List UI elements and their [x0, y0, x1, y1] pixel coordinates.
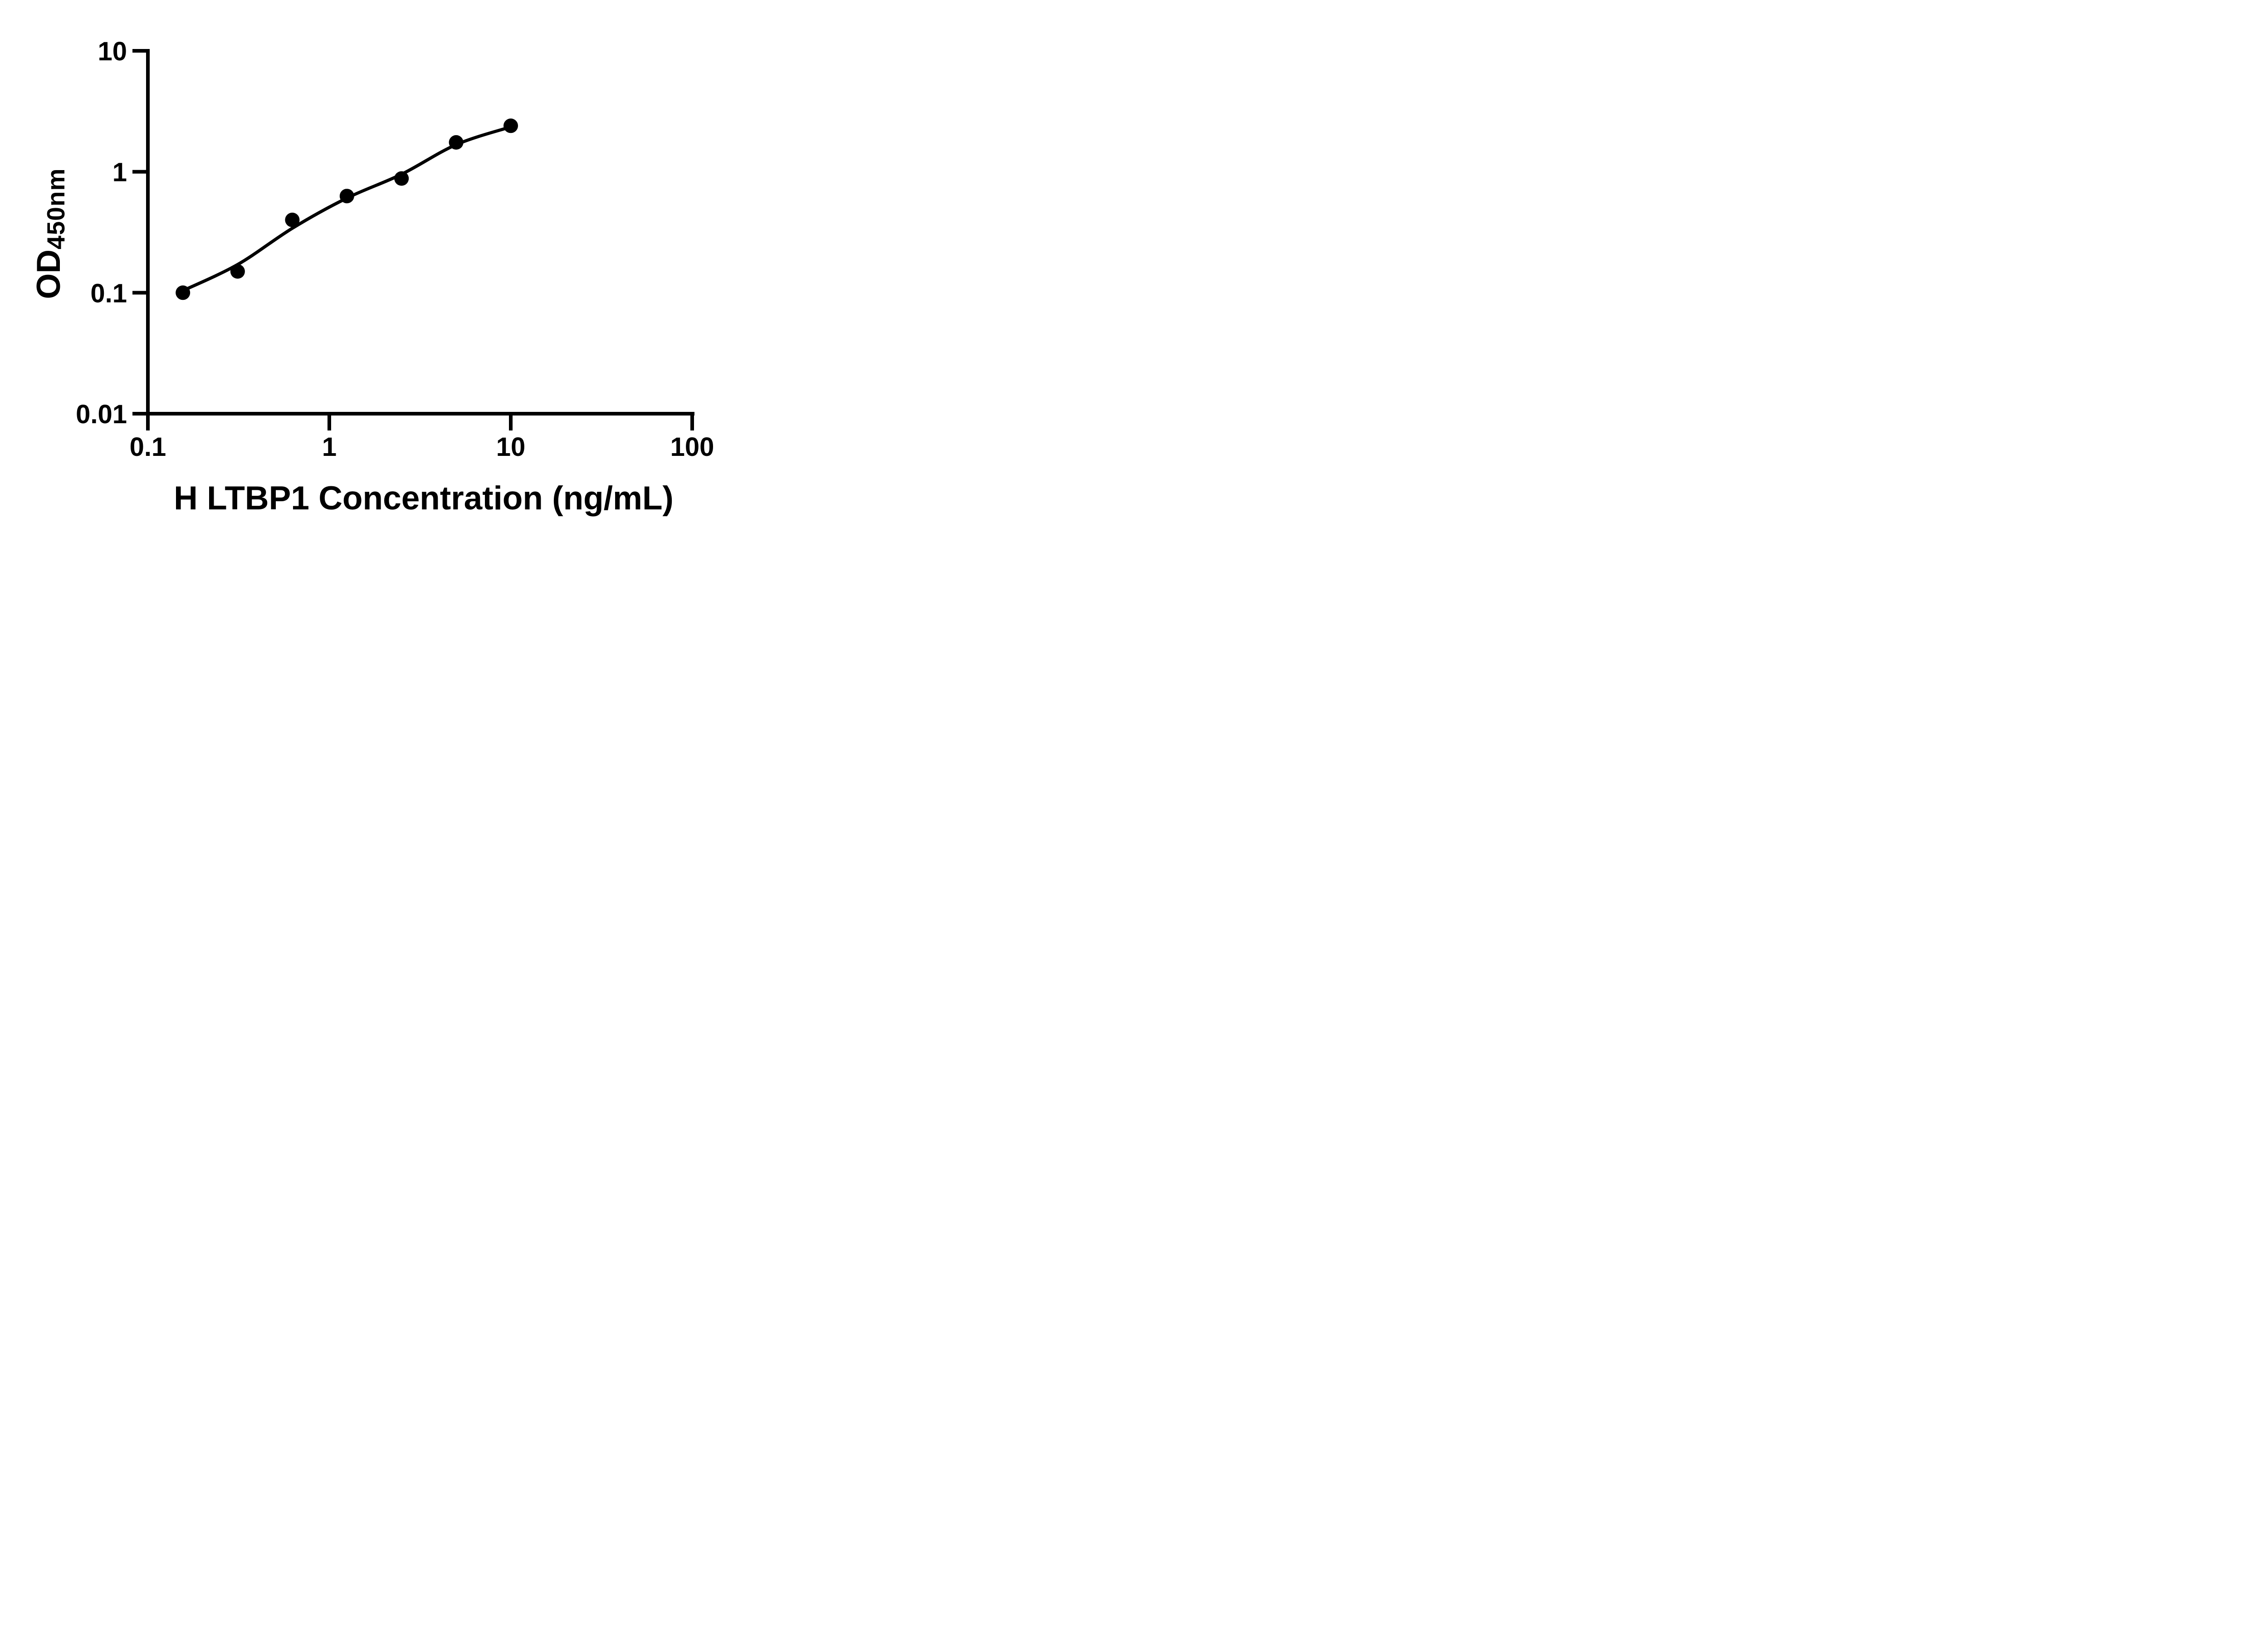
data-point-4	[339, 189, 354, 204]
y-tick-10	[132, 49, 150, 53]
data-point-5	[394, 171, 409, 186]
data-point-7	[503, 118, 518, 133]
y-axis-title: OD450nm	[30, 98, 70, 370]
x-axis-title: H LTBP1 Concentration (ng/mL)	[174, 480, 674, 517]
x-tick-label-10: 10	[496, 432, 526, 462]
x-tick-0.1	[146, 412, 150, 430]
y-tick-label-10: 10	[98, 37, 127, 66]
x-tick-label-0.1: 0.1	[130, 432, 166, 462]
y-tick-label-0.1: 0.1	[90, 279, 127, 308]
x-tick-100	[690, 412, 694, 430]
x-axis-line	[146, 412, 694, 416]
data-point-1	[176, 285, 191, 300]
y-tick-label-1: 1	[112, 158, 127, 187]
y-tick-label-0.01: 0.01	[76, 400, 127, 429]
x-tick-10	[509, 412, 513, 430]
fit-curve-line	[181, 125, 513, 293]
x-tick-1	[327, 412, 331, 430]
y-tick-0.1	[132, 291, 150, 295]
y-axis-title-main: OD	[30, 249, 67, 299]
y-axis-title-subscript: 450nm	[42, 168, 70, 249]
y-axis-line	[146, 49, 150, 416]
data-point-3	[285, 212, 300, 227]
y-tick-0.01	[132, 412, 150, 416]
data-point-2	[230, 264, 245, 279]
x-tick-label-1: 1	[322, 432, 337, 462]
x-tick-label-100: 100	[670, 432, 714, 462]
chart-frame: 0.01 0.1 1 10 0.1 1 10 100 OD450nm H LTBP1 Conc…	[0, 0, 776, 544]
y-tick-1	[132, 170, 150, 174]
data-point-6	[449, 135, 464, 150]
